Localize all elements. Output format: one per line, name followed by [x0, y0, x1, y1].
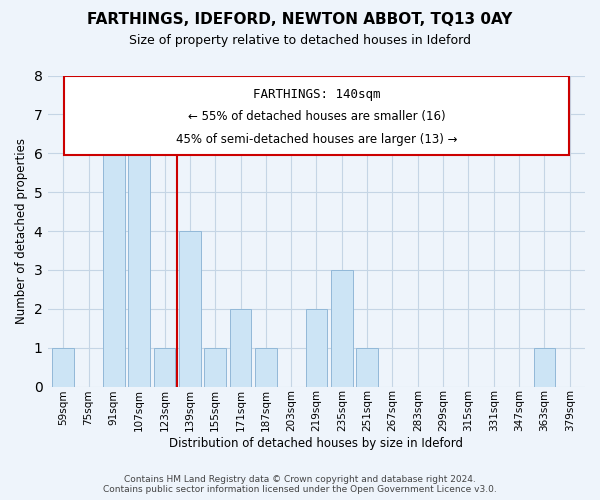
- Bar: [128, 114, 150, 386]
- Text: FARTHINGS: 140sqm: FARTHINGS: 140sqm: [253, 88, 380, 101]
- Text: ← 55% of detached houses are smaller (16): ← 55% of detached houses are smaller (16…: [188, 110, 445, 122]
- Y-axis label: Number of detached properties: Number of detached properties: [15, 138, 28, 324]
- FancyBboxPatch shape: [64, 76, 569, 155]
- Text: Contains public sector information licensed under the Open Government Licence v3: Contains public sector information licen…: [103, 484, 497, 494]
- Bar: [230, 309, 251, 386]
- Bar: [255, 348, 277, 387]
- X-axis label: Distribution of detached houses by size in Ideford: Distribution of detached houses by size …: [169, 437, 463, 450]
- Bar: [534, 348, 555, 387]
- Bar: [356, 348, 378, 387]
- Bar: [331, 270, 353, 386]
- Bar: [179, 231, 200, 386]
- Bar: [306, 309, 327, 386]
- Bar: [154, 348, 175, 387]
- Text: FARTHINGS, IDEFORD, NEWTON ABBOT, TQ13 0AY: FARTHINGS, IDEFORD, NEWTON ABBOT, TQ13 0…: [88, 12, 512, 28]
- Bar: [52, 348, 74, 387]
- Text: Contains HM Land Registry data © Crown copyright and database right 2024.: Contains HM Land Registry data © Crown c…: [124, 475, 476, 484]
- Bar: [103, 114, 125, 386]
- Text: 45% of semi-detached houses are larger (13) →: 45% of semi-detached houses are larger (…: [176, 133, 457, 146]
- Text: Size of property relative to detached houses in Ideford: Size of property relative to detached ho…: [129, 34, 471, 47]
- Bar: [205, 348, 226, 387]
